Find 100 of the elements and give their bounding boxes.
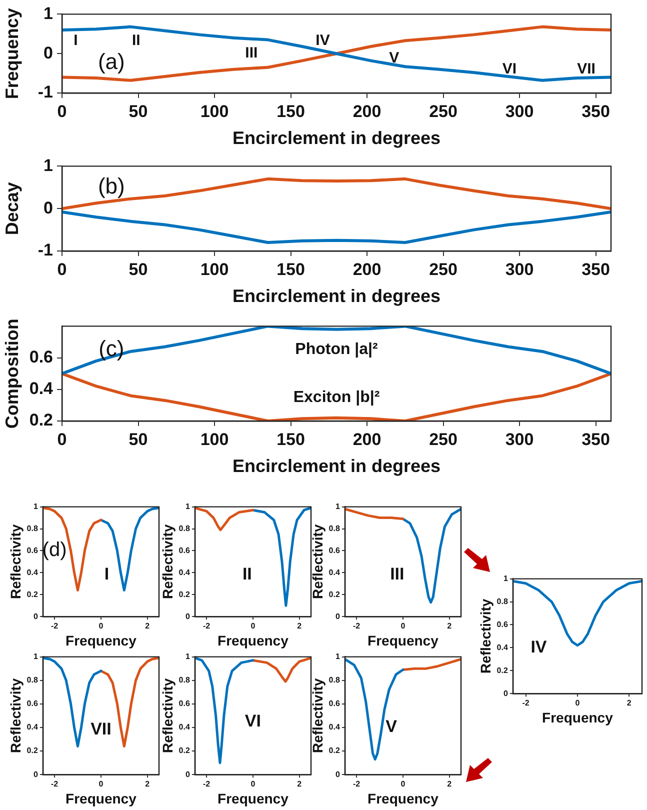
x-axis-title: Frequency	[542, 709, 614, 726]
x-tick-label: 200	[352, 430, 382, 449]
annotation: VII	[90, 720, 112, 739]
y-tick-label: 0.2	[178, 746, 190, 756]
x-tick-label: 50	[128, 430, 148, 449]
y-axis-title: Reflectivity	[477, 598, 494, 674]
annotation: II	[132, 32, 140, 50]
x-tick-label: 250	[429, 102, 458, 121]
y-tick-label: 0	[185, 612, 190, 621]
x-tick-label: -2	[202, 622, 211, 631]
x-axis-title: Frequency	[66, 632, 137, 648]
y-tick-label: 0.8	[26, 676, 38, 685]
annotation: III	[245, 44, 258, 62]
x-tick-label: 300	[505, 430, 534, 449]
x-tick-label: 0	[57, 102, 67, 121]
x-tick-label: 150	[276, 260, 305, 279]
x-tick-label: -2	[352, 622, 361, 631]
y-tick-label: 0.4	[26, 722, 38, 732]
annotation: (c)	[98, 336, 124, 361]
y-tick-label: 0.8	[178, 524, 190, 533]
y-tick-label: 1	[335, 652, 340, 662]
x-tick-label: 0	[98, 622, 104, 631]
x-axis-title: Encirclement in degrees	[232, 286, 441, 306]
x-tick-label: -2	[50, 622, 59, 631]
y-tick-label: 0.8	[328, 524, 340, 533]
series-label: Photon |a|²	[295, 340, 378, 358]
x-axis-title: Frequency	[218, 632, 289, 648]
y-tick-label: 1	[503, 574, 508, 584]
x-tick-label: 250	[429, 430, 458, 449]
x-tick-label: 100	[200, 260, 229, 279]
annotation: (a)	[98, 49, 125, 74]
x-tick-label: 100	[200, 102, 229, 121]
y-tick-label: -1	[38, 82, 53, 102]
y-axis-title: Reflectivity	[7, 524, 24, 600]
y-tick-label: 0.6	[328, 699, 340, 708]
x-tick-label: -2	[50, 780, 59, 789]
x-tick-label: 2	[447, 622, 452, 631]
y-tick-label: 0.2	[26, 590, 38, 599]
annotation: V	[389, 49, 400, 66]
annotation: VII	[577, 60, 596, 78]
x-tick-label: 0	[250, 622, 256, 631]
x-tick-label: 0	[400, 780, 406, 789]
y-tick-label: 0.6	[29, 347, 53, 366]
x-tick-label: 0	[400, 622, 406, 631]
y-tick-label: 0	[185, 770, 190, 779]
y-tick-label: 0.4	[26, 568, 38, 577]
x-axis-title: Encirclement in degrees	[232, 456, 441, 476]
y-tick-label: 0.4	[178, 568, 190, 577]
y-axis-title: Reflectivity	[159, 524, 176, 600]
x-tick-label: 2	[447, 780, 452, 789]
x-axis-title: Frequency	[368, 790, 439, 806]
y-tick-label: 0.8	[496, 596, 508, 606]
x-tick-label: -2	[352, 780, 361, 789]
y-tick-label: 0.2	[178, 590, 190, 599]
x-tick-label: -2	[202, 780, 211, 789]
annotation: II	[242, 564, 252, 584]
y-tick-label: 0	[335, 770, 340, 779]
y-axis-title: Reflectivity	[309, 678, 326, 754]
y-axis-title: Reflectivity	[159, 678, 176, 754]
x-tick-label: 200	[352, 102, 382, 121]
annotation: III	[390, 564, 404, 584]
x-tick-label: 150	[276, 430, 305, 449]
y-axis-title: Reflectivity	[309, 524, 326, 600]
y-tick-label: 0.6	[178, 699, 190, 708]
annotation: VI	[502, 60, 517, 78]
y-tick-label: 0	[44, 198, 53, 218]
x-tick-label: 2	[145, 780, 150, 789]
x-tick-label: 50	[128, 102, 148, 121]
x-tick-label: 300	[505, 102, 534, 121]
annotation: (d)	[42, 539, 67, 562]
x-tick-label: 200	[352, 260, 382, 279]
y-tick-label: 0.6	[328, 546, 340, 555]
y-tick-label: 0.6	[26, 546, 38, 555]
x-tick-label: 150	[276, 102, 305, 121]
y-axis-title: Composition	[2, 318, 22, 429]
x-tick-label: 350	[582, 430, 610, 449]
x-tick-label: 2	[297, 780, 302, 789]
y-axis-title: Frequency	[2, 8, 22, 100]
annotation: (b)	[98, 173, 125, 198]
y-tick-label: 1	[335, 502, 340, 512]
y-tick-label: 0.6	[178, 546, 190, 555]
y-tick-label: -1	[38, 240, 53, 260]
y-tick-label: 0	[44, 43, 53, 62]
annotation: V	[386, 717, 398, 736]
x-tick-label: -2	[522, 698, 530, 708]
annotation: I	[104, 564, 110, 584]
y-tick-label: 0.4	[496, 642, 508, 652]
x-tick-label: 350	[582, 102, 610, 121]
y-tick-label: 0.6	[496, 620, 508, 629]
y-tick-label: 0	[33, 770, 38, 779]
x-tick-label: 0	[98, 780, 104, 789]
y-tick-label: 1	[185, 652, 190, 662]
series-label: Exciton |b|²	[293, 389, 380, 406]
y-tick-label: 0.4	[328, 722, 340, 732]
y-axis-title: Decay	[2, 182, 22, 236]
y-tick-label: 0.2	[496, 666, 508, 675]
y-tick-label: 0.8	[178, 676, 190, 685]
x-tick-label: 250	[429, 260, 458, 279]
y-tick-label: 0	[335, 612, 340, 621]
y-axis-title: Reflectivity	[7, 678, 24, 754]
